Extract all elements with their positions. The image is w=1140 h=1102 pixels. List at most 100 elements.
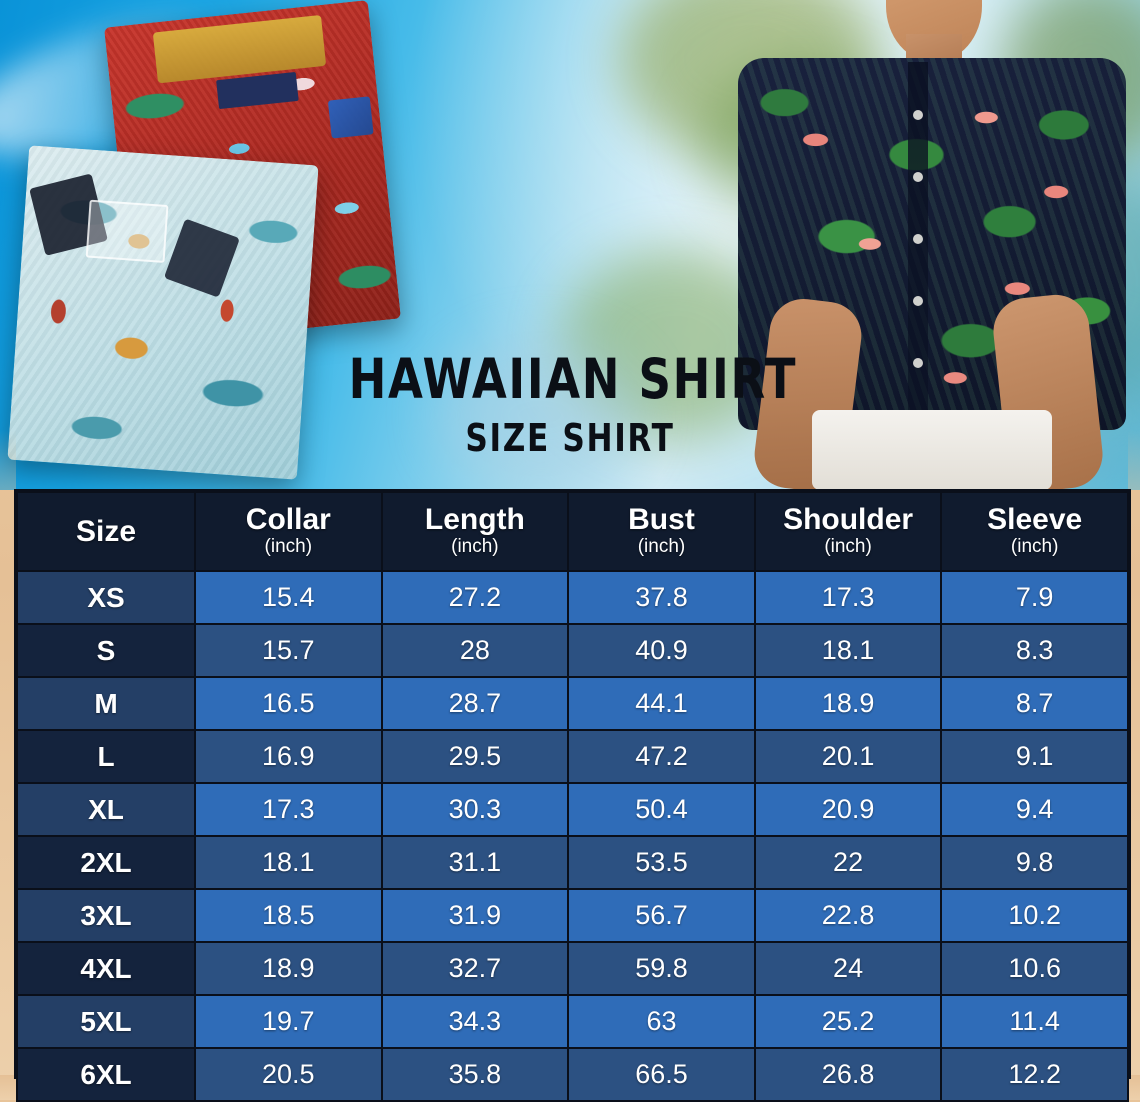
table-row: 2XL 18.1 31.1 53.5 22 9.8 — [16, 835, 1129, 890]
cell-shoulder: 18.9 — [753, 676, 943, 731]
column-header-sleeve: Sleeve (inch) — [940, 491, 1129, 572]
cell-bust: 59.8 — [567, 941, 756, 996]
model-photo — [700, 0, 1140, 490]
column-header-bust-unit: (inch) — [637, 535, 686, 557]
cell-shoulder: 20.1 — [753, 729, 943, 784]
size-chart-header: Size Collar (inch) Length (inch) Bust (i… — [16, 491, 1129, 572]
table-row: 3XL 18.5 31.9 56.7 22.8 10.2 — [16, 888, 1129, 943]
cell-length: 28.7 — [380, 676, 570, 731]
title-sub: SIZE SHIRT — [465, 416, 675, 460]
column-header-size: Size — [16, 491, 196, 572]
cell-sleeve: 8.3 — [940, 623, 1129, 678]
cell-size: M — [16, 676, 196, 731]
column-header-bust: Bust (inch) — [567, 491, 756, 572]
page-title: HAWAIIAN SHIRT SIZE SHIRT — [300, 347, 840, 460]
cell-size: XS — [16, 570, 196, 625]
shirt-button-5 — [913, 358, 923, 368]
cell-collar: 18.1 — [194, 835, 383, 890]
cell-sleeve: 8.7 — [940, 676, 1129, 731]
cell-sleeve: 10.6 — [940, 941, 1129, 996]
column-header-collar-unit: (inch) — [264, 535, 313, 557]
cell-collar: 20.5 — [194, 1047, 383, 1102]
cell-bust: 66.5 — [567, 1047, 756, 1102]
column-header-length: Length (inch) — [380, 491, 570, 572]
cell-shoulder: 17.3 — [753, 570, 943, 625]
cell-sleeve: 7.9 — [940, 570, 1129, 625]
blue-shirt-collar-right — [163, 218, 240, 298]
cell-sleeve: 11.4 — [940, 994, 1129, 1049]
table-row: 4XL 18.9 32.7 59.8 24 10.6 — [16, 941, 1129, 996]
shirt-button-2 — [913, 172, 923, 182]
cell-size: 2XL — [16, 835, 196, 890]
table-row: S 15.7 28 40.9 18.1 8.3 — [16, 623, 1129, 678]
column-header-bust-label: Bust — [628, 503, 695, 537]
cell-bust: 56.7 — [567, 888, 756, 943]
table-row: 6XL 20.5 35.8 66.5 26.8 12.2 — [16, 1047, 1129, 1102]
cell-bust: 37.8 — [567, 570, 756, 625]
column-header-sleeve-label: Sleeve — [987, 503, 1083, 537]
cell-length: 31.9 — [380, 888, 570, 943]
cell-collar: 19.7 — [194, 994, 383, 1049]
cell-length: 31.1 — [380, 835, 570, 890]
cell-sleeve: 12.2 — [940, 1047, 1129, 1102]
shirt-button-4 — [913, 296, 923, 306]
palm-blur-7 — [440, 340, 640, 490]
cell-sleeve: 9.4 — [940, 782, 1129, 837]
cell-bust: 40.9 — [567, 623, 756, 678]
cell-length: 28 — [380, 623, 570, 678]
cell-bust: 50.4 — [567, 782, 756, 837]
cell-shoulder: 20.9 — [753, 782, 943, 837]
cell-size: 4XL — [16, 941, 196, 996]
cell-size: L — [16, 729, 196, 784]
column-header-length-unit: (inch) — [451, 535, 499, 557]
cell-collar: 17.3 — [194, 782, 383, 837]
red-shirt-brand-badge — [327, 96, 374, 139]
red-shirt-collar — [152, 14, 327, 84]
cell-bust: 53.5 — [567, 835, 756, 890]
cell-size: 3XL — [16, 888, 196, 943]
cell-bust: 44.1 — [567, 676, 756, 731]
column-header-size-label: Size — [75, 514, 137, 548]
cell-shoulder: 24 — [753, 941, 943, 996]
title-main: HAWAIIAN SHIRT — [348, 347, 798, 411]
sand-strip-left — [0, 430, 16, 1100]
table-row: 5XL 19.7 34.3 63 25.2 11.4 — [16, 994, 1129, 1049]
size-chart-body: XS 15.4 27.2 37.8 17.3 7.9 S 15.7 28 40.9 18.1 8.3 M… — [16, 570, 1129, 1102]
cell-collar: 15.7 — [194, 623, 383, 678]
table-row: XL 17.3 30.3 50.4 20.9 9.4 — [16, 782, 1129, 837]
cell-length: 34.3 — [380, 994, 570, 1049]
model-white-pants — [812, 410, 1052, 490]
cell-size: XL — [16, 782, 196, 837]
table-row: L 16.9 29.5 47.2 20.1 9.1 — [16, 729, 1129, 784]
shirt-button-3 — [913, 234, 923, 244]
column-header-shoulder: Shoulder (inch) — [753, 491, 943, 572]
column-header-collar: Collar (inch) — [194, 491, 383, 572]
cell-sleeve: 9.8 — [940, 835, 1129, 890]
cell-collar: 16.9 — [194, 729, 383, 784]
cell-length: 30.3 — [380, 782, 570, 837]
cell-length: 35.8 — [380, 1047, 570, 1102]
blue-hawaiian-shirt — [7, 145, 319, 480]
table-row: M 16.5 28.7 44.1 18.9 8.7 — [16, 676, 1129, 731]
cell-shoulder: 26.8 — [753, 1047, 943, 1102]
column-header-shoulder-unit: (inch) — [824, 535, 872, 557]
cell-size: 6XL — [16, 1047, 196, 1102]
column-header-collar-label: Collar — [245, 503, 331, 537]
cell-shoulder: 22 — [753, 835, 943, 890]
cell-shoulder: 22.8 — [753, 888, 943, 943]
hero-photo-band — [0, 0, 1140, 490]
cell-length: 27.2 — [380, 570, 570, 625]
sand-strip-right — [1128, 430, 1140, 1100]
cell-length: 32.7 — [380, 941, 570, 996]
cell-collar: 18.5 — [194, 888, 383, 943]
column-header-sleeve-unit: (inch) — [1010, 535, 1059, 557]
cell-bust: 63 — [567, 994, 756, 1049]
header-row: Size Collar (inch) Length (inch) Bust (i… — [16, 491, 1129, 572]
cell-sleeve: 10.2 — [940, 888, 1129, 943]
size-chart-container: Size Collar (inch) Length (inch) Bust (i… — [14, 489, 1131, 1102]
column-header-length-label: Length — [424, 503, 525, 537]
cell-shoulder: 25.2 — [753, 994, 943, 1049]
column-header-shoulder-label: Shoulder — [783, 503, 914, 537]
cell-bust: 47.2 — [567, 729, 756, 784]
red-shirt-label — [216, 71, 299, 109]
